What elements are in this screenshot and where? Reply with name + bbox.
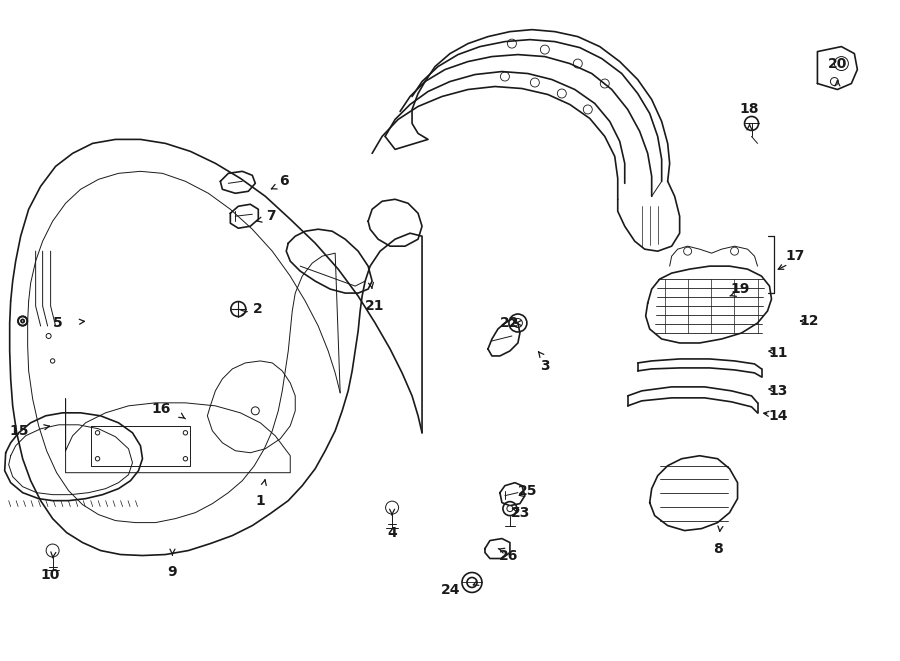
Circle shape: [184, 457, 187, 461]
Circle shape: [95, 430, 100, 435]
Text: 22: 22: [500, 316, 519, 330]
Text: 24: 24: [440, 584, 460, 598]
Circle shape: [95, 457, 100, 461]
Text: 20: 20: [828, 57, 847, 71]
Text: 5: 5: [53, 316, 63, 330]
Circle shape: [684, 247, 691, 255]
Text: 14: 14: [768, 408, 788, 423]
Text: 18: 18: [740, 102, 760, 116]
Circle shape: [22, 319, 24, 323]
Circle shape: [184, 430, 187, 435]
Text: 6: 6: [279, 175, 288, 188]
Text: 3: 3: [540, 359, 550, 373]
Text: 25: 25: [518, 484, 538, 498]
Text: 19: 19: [730, 282, 750, 296]
Circle shape: [831, 77, 839, 85]
Circle shape: [731, 247, 739, 255]
Circle shape: [251, 407, 259, 415]
Text: 1: 1: [256, 494, 266, 508]
Circle shape: [50, 359, 55, 363]
Circle shape: [507, 506, 513, 512]
Text: 7: 7: [266, 210, 275, 223]
Text: 12: 12: [800, 314, 819, 328]
Text: 4: 4: [387, 525, 397, 539]
Text: 13: 13: [768, 384, 788, 398]
Text: 10: 10: [40, 568, 60, 582]
Text: 26: 26: [499, 549, 517, 563]
Text: 21: 21: [365, 299, 385, 313]
Circle shape: [46, 334, 51, 338]
Text: 15: 15: [9, 424, 29, 438]
Text: 23: 23: [510, 506, 530, 520]
Text: 11: 11: [768, 346, 788, 360]
Text: 17: 17: [785, 249, 805, 263]
Text: 16: 16: [151, 402, 170, 416]
Text: 8: 8: [713, 541, 723, 555]
Text: 9: 9: [167, 566, 177, 580]
Circle shape: [22, 319, 24, 323]
Text: 2: 2: [253, 302, 262, 316]
